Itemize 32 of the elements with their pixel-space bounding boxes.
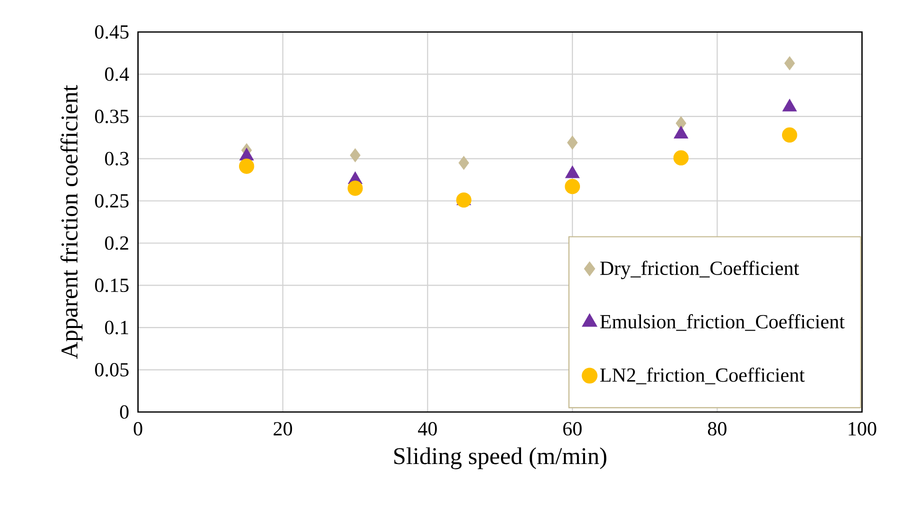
x-tick-label: 100 [848, 422, 876, 436]
point [350, 148, 360, 162]
point [456, 192, 472, 208]
y-tick-label: 0.4 [105, 67, 129, 82]
point [458, 156, 470, 170]
point [239, 158, 254, 174]
x-tick-label: 40 [418, 422, 437, 436]
y-tick-label: 0.35 [95, 110, 129, 124]
x-tick-label: 60 [563, 422, 582, 436]
legend-label: Dry_friction_Coefficient [600, 260, 800, 280]
point [782, 127, 798, 143]
x-tick-label: 20 [274, 422, 292, 436]
y-tick-label: 0.2 [105, 236, 128, 250]
point [564, 178, 580, 194]
y-tick-label: 0.05 [95, 362, 129, 377]
y-axis-title: Apparent friction coefficient [60, 85, 82, 359]
y-tick-label: 0 [120, 405, 129, 419]
legend-label: LN2_friction_Coefficient [600, 368, 805, 384]
x-axis-title: Sliding speed (m/min) [394, 447, 606, 470]
x-tick-label: 80 [708, 422, 726, 436]
point [567, 136, 578, 150]
y-tick-label: 0.15 [95, 278, 129, 292]
point [673, 150, 689, 166]
y-tick-label: 0.1 [105, 320, 128, 334]
y-tick-label: 0.25 [95, 194, 129, 208]
y-tick-label: 0.45 [95, 25, 129, 39]
point [676, 116, 686, 130]
legend-label: Emulsion_friction_Coefficient [600, 314, 845, 331]
point [784, 56, 795, 70]
x-tick-label: 0 [134, 422, 142, 436]
y-tick-label: 0.3 [105, 152, 129, 166]
point [348, 180, 363, 196]
